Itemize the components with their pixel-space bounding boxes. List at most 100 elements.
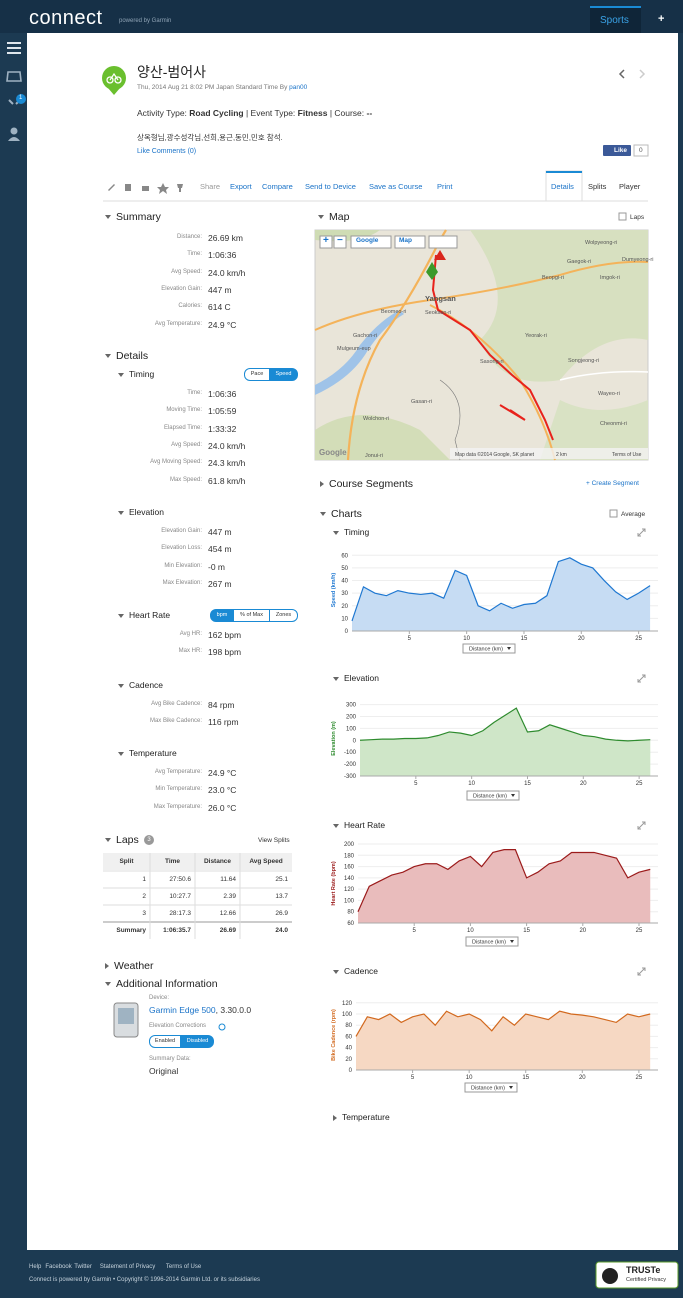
toolbar-action[interactable]: Compare: [262, 182, 293, 191]
x-tick-label: 10: [467, 928, 474, 934]
section-heading[interactable]: Summary: [105, 211, 161, 224]
select-caret: [510, 940, 514, 943]
toggle[interactable]: bpm: [210, 609, 234, 622]
sports-tab[interactable]: [590, 6, 641, 33]
caret: [105, 838, 111, 843]
toolbar-action[interactable]: Share: [200, 182, 221, 191]
y-tick-label: 80: [347, 910, 354, 916]
heading-text: Elevation: [129, 507, 164, 517]
section-heading[interactable]: Details: [105, 350, 148, 363]
stat-value: 24.9 °C: [208, 768, 237, 778]
map-label: Dumyeong-ri: [622, 257, 653, 263]
stat-value: 1:06:36: [208, 389, 237, 399]
average-checkbox[interactable]: [609, 509, 618, 518]
x-tick-label: 20: [580, 781, 587, 787]
user-link[interactable]: pan00: [289, 84, 308, 91]
add-button[interactable]: +: [658, 13, 665, 25]
section-heading[interactable]: Laps: [105, 834, 139, 847]
toolbar-action[interactable]: Send to Device: [305, 182, 356, 191]
laps-option[interactable]: Laps: [630, 214, 645, 221]
x-tick-label: 20: [579, 1075, 586, 1081]
menu-icon[interactable]: [7, 42, 21, 44]
map[interactable]: [314, 229, 649, 461]
truste-badge: [595, 1261, 679, 1289]
stat-label: Max HR:: [178, 648, 202, 655]
section-heading[interactable]: Cadence: [118, 680, 163, 690]
next-arrow[interactable]: [639, 69, 646, 79]
footer-link[interactable]: Help: [29, 1264, 42, 1270]
event: Fitness: [297, 108, 328, 118]
prev-arrow[interactable]: [618, 69, 625, 79]
fb-like-button[interactable]: [603, 145, 631, 156]
distance-select[interactable]: [465, 936, 519, 947]
laps-checkbox[interactable]: [618, 212, 627, 221]
footer-link[interactable]: Facebook: [45, 1264, 72, 1270]
toggle[interactable]: Pace: [244, 368, 270, 381]
x-tick-label: 10: [463, 636, 470, 642]
distance-select[interactable]: [462, 643, 516, 654]
toggle[interactable]: Disabled: [181, 1035, 214, 1048]
section-heading[interactable]: Heart Rate: [118, 610, 170, 620]
distance-select[interactable]: [464, 1082, 518, 1093]
toggle[interactable]: Enabled: [149, 1035, 181, 1048]
trophy-icon[interactable]: [177, 184, 183, 192]
map-control[interactable]: Map: [399, 237, 412, 244]
section-heading[interactable]: Map: [318, 211, 349, 224]
y-tick-label: 60: [347, 921, 354, 927]
section-heading[interactable]: Elevation: [333, 673, 379, 683]
favorite-icon[interactable]: [157, 183, 169, 194]
create-segment[interactable]: + Create Segment: [586, 480, 639, 487]
logo[interactable]: connect: [29, 7, 103, 29]
section-heading[interactable]: Cadence: [333, 966, 378, 976]
y-tick-label: -100: [344, 750, 357, 756]
delete-icon[interactable]: [125, 184, 131, 191]
y-tick-label: -300: [344, 774, 357, 780]
section-heading[interactable]: Elevation: [118, 507, 164, 517]
privacy-icon[interactable]: [142, 186, 149, 191]
section-heading[interactable]: Additional Information: [105, 978, 218, 991]
stat-value: 116 rpm: [208, 717, 239, 728]
tab-accent: [590, 6, 641, 8]
caret: [105, 215, 111, 220]
comments-link[interactable]: Comments (0): [151, 148, 197, 155]
section-heading[interactable]: Temperature: [118, 748, 177, 758]
footer-link[interactable]: Twitter: [74, 1264, 92, 1270]
activity-date: Thu, 2014 Aug 21 8:02 PM Japan Standard …: [137, 84, 307, 92]
distance-select[interactable]: [466, 790, 520, 801]
section-heading[interactable]: Course Segments: [320, 478, 413, 491]
sports-menu[interactable]: Sports: [600, 15, 629, 26]
x-tick-label: 25: [636, 1075, 643, 1081]
device[interactable]: Garmin Edge 500: [149, 1005, 216, 1015]
toggle[interactable]: % of Max: [233, 609, 270, 622]
view-splits[interactable]: View Splits: [258, 837, 290, 844]
section-heading[interactable]: Temperature: [333, 1112, 390, 1122]
map-control[interactable]: +: [323, 235, 329, 246]
section-heading[interactable]: Charts: [320, 508, 362, 521]
profile-icon[interactable]: [10, 127, 18, 135]
footer-link[interactable]: Terms of Use: [165, 1264, 202, 1270]
section-heading[interactable]: Timing: [333, 527, 369, 537]
help-icon: [218, 1023, 226, 1031]
fb-like[interactable]: Like: [614, 147, 628, 154]
toolbar-action[interactable]: Export: [230, 182, 252, 191]
heading-text: Temperature: [342, 1112, 390, 1122]
inbox-icon[interactable]: [6, 71, 22, 82]
average-option[interactable]: Average: [621, 511, 646, 518]
like-link[interactable]: Like: [137, 148, 150, 155]
stat-label: Time:: [187, 390, 202, 396]
edit-icon[interactable]: [108, 184, 115, 191]
y-tick-label: 10: [341, 616, 348, 622]
tab[interactable]: Player: [619, 182, 641, 191]
toolbar-action[interactable]: Print: [437, 182, 453, 191]
footer-link[interactable]: Statement of Privacy: [99, 1264, 156, 1270]
toggle[interactable]: Speed: [269, 368, 298, 381]
section-heading[interactable]: Heart Rate: [333, 820, 385, 830]
section-heading[interactable]: Weather: [105, 960, 154, 973]
section-heading[interactable]: Timing: [118, 369, 154, 379]
toggle[interactable]: Zones: [269, 609, 298, 622]
tab[interactable]: Splits: [588, 182, 607, 191]
map-control[interactable]: Google: [356, 237, 379, 244]
toolbar-action[interactable]: Save as Course: [369, 182, 423, 191]
tab[interactable]: Details: [551, 182, 574, 191]
map-control[interactable]: −: [337, 235, 343, 246]
